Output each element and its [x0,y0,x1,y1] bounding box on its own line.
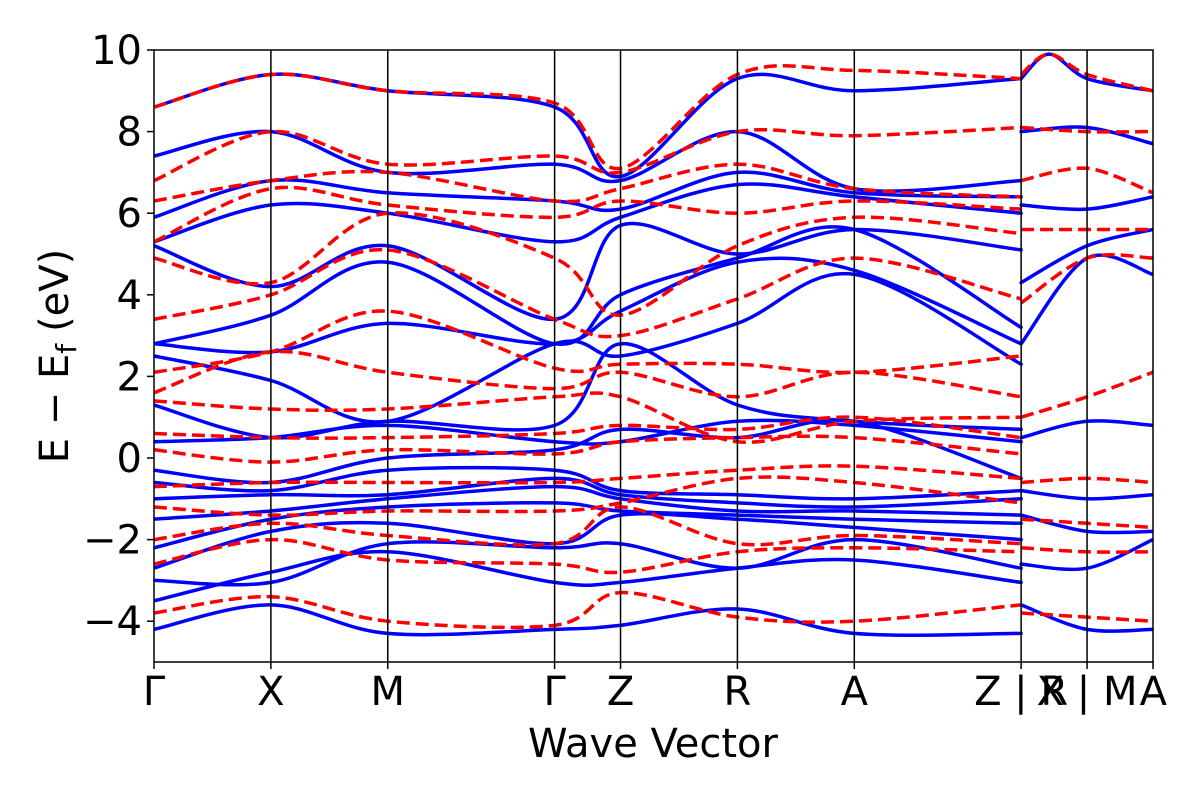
y-tick-label: 6 [117,191,142,237]
y-tick-label: −4 [83,599,142,645]
x-tick-label: Z | R [974,669,1068,715]
y-tick-label: 8 [117,110,142,156]
x-tick-label: Γ [543,669,566,715]
solid-band-line-14 [154,221,1023,322]
solid-band-line-15 [154,182,1023,244]
solid-band-line-28 [1019,52,1153,93]
y-axis-label: E − Ef(eV) [32,249,83,464]
x-tick-label: Γ [143,669,166,715]
solid-band-line-12 [154,256,1023,355]
solid-band-line-11 [154,271,1023,424]
dashed-band-line-9 [154,309,1022,375]
dashed-band-line-12 [154,185,1022,244]
dashed-band-line-6 [154,415,1022,440]
solid-band-line-18 [154,72,1023,179]
dashed-band-line-0 [154,590,1022,630]
x-tick-label: X | M [1037,669,1138,715]
x-tick-label: Z [607,669,634,715]
dashed-band-line-10 [154,247,1022,339]
x-tick-label: A [1140,669,1168,715]
x-tick-label: A [841,669,869,715]
bands-layer [154,52,1153,637]
y-axis-ticks: −4 −2 0 2 4 6 8 10 [83,28,154,645]
dashed-band-line-8 [154,349,1022,399]
solid-band-line-1 [154,549,1023,603]
y-tick-label: 10 [91,28,142,74]
x-tick-label: M [371,669,406,715]
dashed-band-line-25 [1019,52,1153,93]
x-tick-label: R [724,669,752,715]
solid-band-line-5 [154,484,1023,521]
y-tick-label: −2 [83,518,142,564]
y-tick-label: 2 [117,354,142,400]
y-tick-label: 4 [117,273,142,319]
plot-frame [153,49,1154,663]
y-tick-label: 0 [117,436,142,482]
dashed-band-line-14 [154,125,1022,183]
solid-band-line-10 [154,342,1023,440]
dashed-band-line-11 [154,211,1022,317]
x-axis-label: Wave Vector [528,721,779,767]
high-symmetry-lines [270,50,1088,662]
dashed-band-line-2 [154,505,1022,547]
x-tick-label: X [257,669,284,715]
dashed-band-line-15 [154,64,1022,171]
